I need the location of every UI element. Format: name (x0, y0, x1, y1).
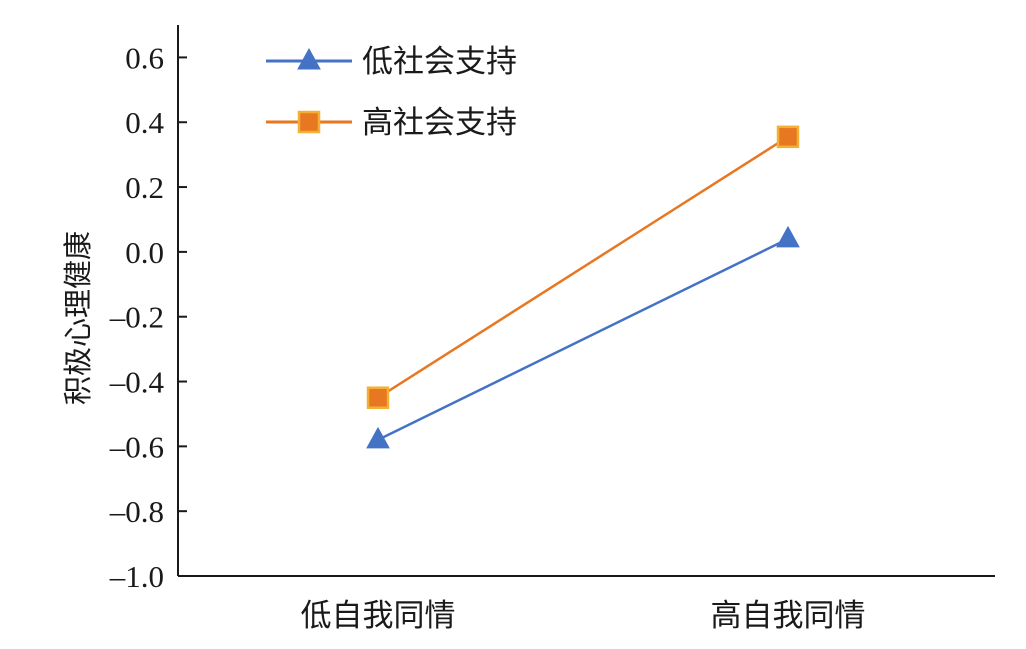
y-tick-label: –0.2 (109, 300, 164, 335)
x-category-label: 低自我同情 (301, 598, 456, 634)
legend-label: 低社会支持 (362, 44, 517, 80)
y-tick-label: –0.4 (109, 365, 165, 400)
y-ticks: 0.6 0.4 0.2 0.0 –0.2 –0.4 –0.6 –0.8 –1.0 (109, 40, 187, 594)
y-tick-label: –0.6 (109, 429, 164, 464)
legend-marker (297, 47, 321, 70)
axes (177, 25, 995, 577)
legend-label: 高社会支持 (362, 105, 517, 141)
y-tick-label: –1.0 (109, 559, 164, 594)
legend-marker (297, 110, 321, 134)
series-line (377, 237, 789, 441)
data-point (776, 225, 800, 248)
x-categories: 低自我同情 高自我同情 (301, 598, 866, 634)
y-tick-label: 0.2 (125, 170, 164, 205)
y-axis-title: 积极心理健康 (61, 231, 95, 405)
y-tick-label: –0.8 (109, 494, 164, 529)
x-category-label: 高自我同情 (711, 598, 866, 634)
series-group (366, 125, 800, 449)
series-line (377, 135, 789, 399)
y-tick-label: 0.4 (125, 105, 164, 140)
y-tick-label: 0.6 (125, 40, 164, 75)
y-tick-label: 0.0 (125, 235, 164, 270)
data-point (776, 125, 800, 149)
data-point (366, 426, 390, 449)
data-point (366, 386, 390, 409)
